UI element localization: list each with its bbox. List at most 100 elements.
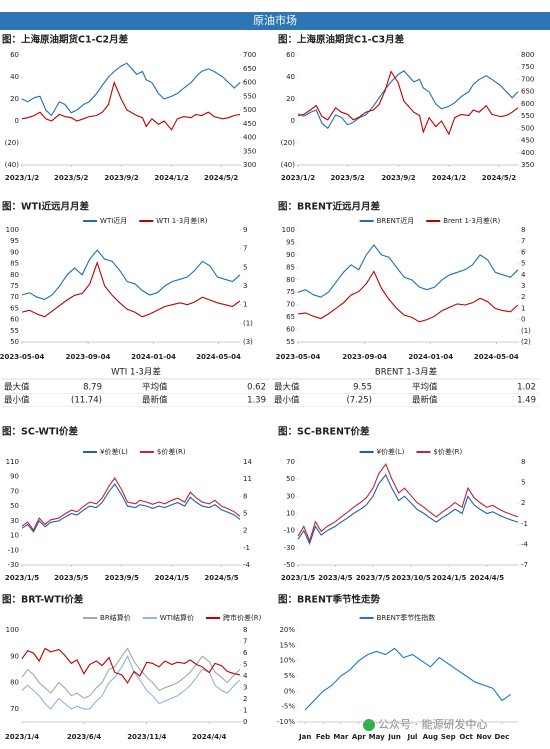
- x-tick-label: 2023/9/2: [381, 174, 415, 182]
- y-tick-label: 65: [10, 304, 19, 312]
- y2-tick-label: 350: [521, 161, 534, 169]
- stats-label: 最小值: [4, 395, 30, 406]
- y2-tick-label: 3: [243, 282, 247, 290]
- stats-label: 最新值: [142, 395, 168, 406]
- stats-title: WTI 1-3月差: [111, 367, 161, 378]
- y2-tick-label: (1): [243, 319, 253, 327]
- y-tick-label: 10: [286, 510, 295, 518]
- y2-tick-label: 500: [243, 106, 256, 114]
- stats-label: 最小值: [274, 395, 300, 406]
- y-tick-label: 60: [286, 51, 295, 59]
- x-tick-label: Mar: [333, 733, 349, 741]
- y-tick-label: 95: [10, 237, 19, 245]
- chart-title: 图：WTI近远月月差: [2, 201, 89, 213]
- legend-label: WTI结算价: [160, 613, 194, 622]
- x-tick-label: 2023/6/4: [67, 733, 101, 741]
- y-tick-label: 90: [10, 473, 19, 481]
- series-line: [297, 243, 519, 298]
- y2-tick-label: 8: [243, 492, 247, 500]
- series-line: [297, 270, 519, 323]
- x-tick-label: 2023/1/5: [5, 574, 39, 582]
- y2-tick-label: (3): [243, 338, 253, 346]
- y-tick-label: (40): [281, 161, 296, 169]
- x-tick-label: 2024-01-04: [408, 353, 453, 361]
- y-tick-label: 20: [286, 95, 295, 103]
- series-line: [21, 80, 241, 131]
- y2-tick-label: 7: [521, 237, 525, 245]
- legend-label: WTI近月: [100, 216, 127, 225]
- y2-tick-label: 3: [521, 282, 525, 290]
- x-tick-label: 2023/5/2: [330, 174, 364, 182]
- x-tick-label: 2023/9/5: [105, 574, 139, 582]
- y-tick-label: 0: [291, 117, 295, 125]
- y2-tick-label: 0: [521, 316, 525, 324]
- y2-tick-label: 11: [243, 475, 252, 483]
- y2-tick-label: 500: [521, 124, 534, 132]
- y2-tick-label: (2): [521, 338, 531, 346]
- y-tick-label: -10: [284, 527, 295, 535]
- series-line: [304, 647, 512, 711]
- y-tick-label: 55: [286, 338, 295, 346]
- y2-tick-label: 9: [243, 226, 247, 234]
- legend-label: $价差(R): [433, 447, 462, 456]
- y2-tick-label: 700: [521, 75, 534, 83]
- y-tick-label: 85: [286, 263, 295, 271]
- y-tick-label: 15%: [279, 641, 295, 649]
- x-tick-label: 2023/10/5: [391, 574, 430, 582]
- x-tick-label: 2024/5/2: [204, 174, 238, 182]
- y-tick-label: 20: [10, 95, 19, 103]
- y2-tick-label: 4: [243, 672, 248, 680]
- legend-label: $价差(R): [157, 447, 186, 456]
- x-tick-label: Dec: [495, 733, 510, 741]
- legend-label: BRENT近月: [377, 216, 415, 225]
- y2-tick-label: 8: [521, 226, 525, 234]
- y2-tick-label: 2: [243, 527, 247, 535]
- x-tick-label: 2023/5/2: [54, 174, 88, 182]
- y2-tick-label: (1): [521, 327, 531, 335]
- stats-label: 最新值: [412, 395, 438, 406]
- stats-value: 8.79: [83, 383, 102, 393]
- stats-value: 1.49: [517, 396, 536, 406]
- x-tick-label: 2023/1/5: [281, 574, 315, 582]
- y2-tick-label: 600: [243, 79, 256, 87]
- x-tick-label: 2024/1/2: [432, 174, 466, 182]
- x-tick-label: 2024/5/2: [482, 174, 516, 182]
- series-line: [21, 249, 241, 300]
- legend-label: Brent 1-3月差(R): [443, 216, 500, 225]
- x-tick-label: 2024/4/5: [470, 574, 504, 582]
- x-tick-label: 2024-01-04: [131, 353, 176, 361]
- y2-tick-label: 2: [243, 695, 247, 703]
- y2-tick-label: 2: [521, 293, 525, 301]
- y2-tick-label: 7: [243, 245, 247, 253]
- x-tick-label: 2024-05-04: [196, 353, 241, 361]
- y2-tick-label: 8: [243, 626, 247, 634]
- series-line: [21, 647, 241, 684]
- y-tick-label: 50: [286, 475, 295, 483]
- y2-tick-label: 550: [521, 112, 534, 120]
- y2-tick-label: 2: [521, 499, 525, 507]
- y-tick-label: 100: [6, 626, 19, 634]
- wechat-icon: [363, 719, 375, 731]
- y-tick-label: 70: [286, 458, 295, 466]
- y2-tick-label: 600: [521, 100, 534, 108]
- x-tick-label: 2024/1/2: [154, 174, 188, 182]
- y-tick-label: 90: [286, 251, 295, 259]
- y2-tick-label: 6: [521, 248, 526, 256]
- x-tick-label: 2023-09-04: [66, 353, 111, 361]
- y-tick-label: 10: [10, 532, 19, 540]
- y-tick-label: 70: [10, 705, 19, 713]
- legend-label: 跨市价差(R): [223, 613, 262, 622]
- y2-tick-label: 300: [243, 161, 256, 169]
- stats-value: 1.02: [517, 383, 536, 393]
- y2-tick-label: 450: [521, 137, 534, 145]
- y2-tick-label: 5: [243, 263, 247, 271]
- watermark: 公众号 · 能源研发中心: [378, 717, 488, 731]
- y-tick-label: 0: [15, 117, 19, 125]
- x-tick-label: 2024/5/5: [204, 574, 238, 582]
- stats-value: (11.74): [71, 396, 102, 406]
- stats-label: 最大值: [274, 382, 300, 393]
- y-tick-label: 85: [10, 260, 19, 268]
- y-tick-label: 80: [10, 679, 19, 687]
- series-line: [21, 476, 241, 532]
- x-tick-label: 2023-05-04: [0, 353, 45, 361]
